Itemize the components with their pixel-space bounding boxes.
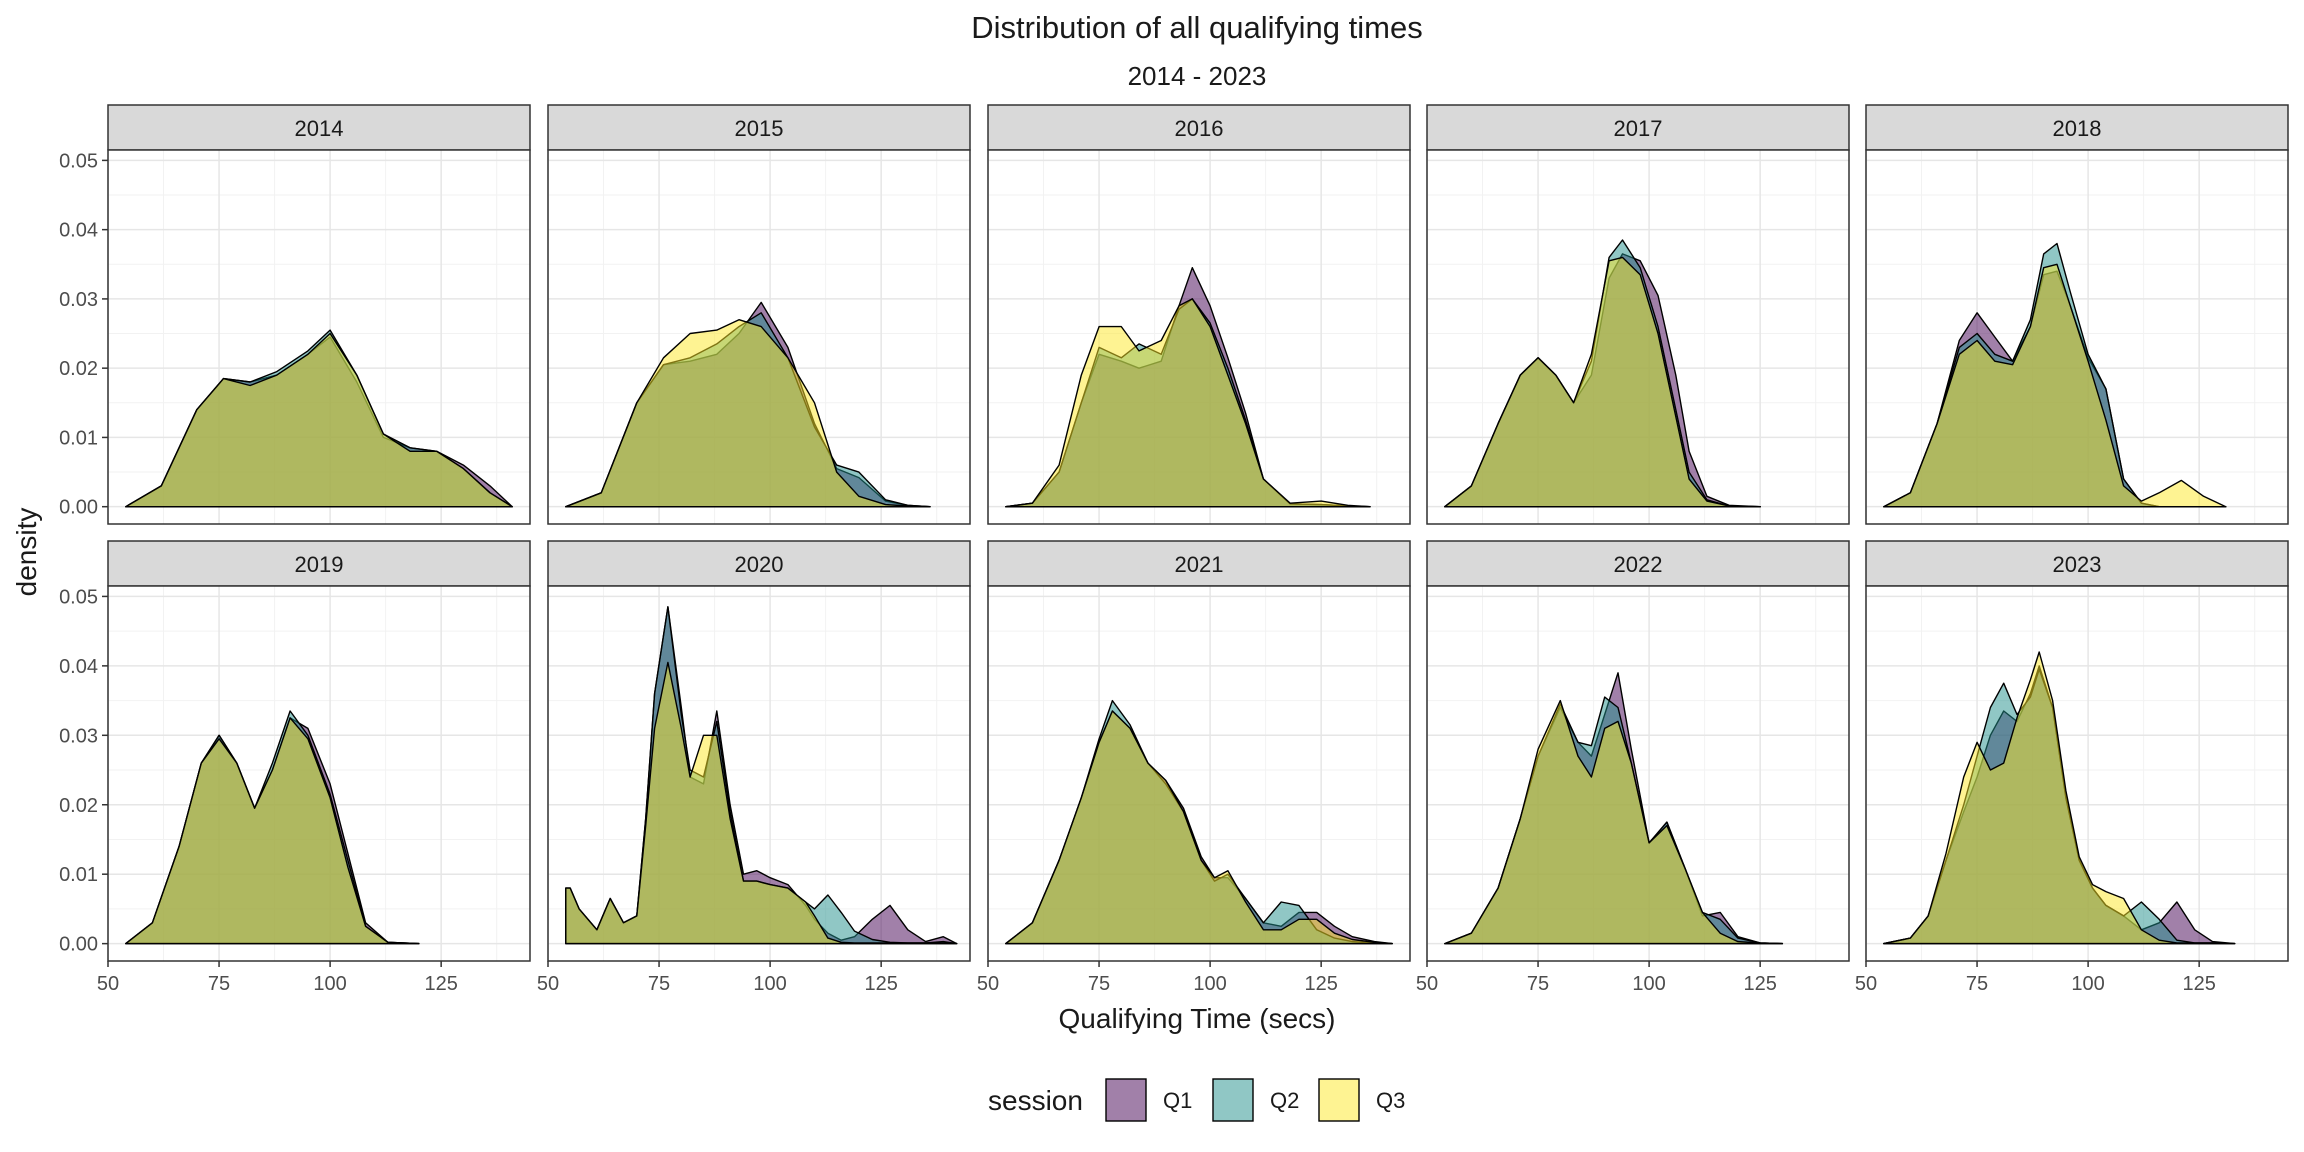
- panel-border: [107, 585, 531, 962]
- y-tick-label: 0.05: [59, 150, 98, 172]
- x-tick-label: 100: [753, 973, 786, 995]
- facet-strip-label: 2019: [295, 552, 344, 577]
- facet-panel-2020: 2020 50 75 100 125: [537, 540, 971, 995]
- y-tick-label: 0.03: [59, 289, 98, 311]
- y-tick-label: 0.02: [59, 795, 98, 817]
- facet-panel-2021: 2021 50 75 100 125: [977, 540, 1411, 995]
- y-tick-label: 0.00: [59, 934, 98, 956]
- facet-panel-2017: 2017: [1426, 104, 1850, 525]
- panel-border: [1426, 149, 1850, 525]
- x-tick-label: 125: [1304, 973, 1337, 995]
- facet-strip-label: 2020: [735, 552, 784, 577]
- x-tick-label: 75: [208, 973, 230, 995]
- x-tick-label: 75: [1088, 973, 1110, 995]
- density-area-q3: [1444, 256, 1761, 508]
- panel-border: [987, 585, 1411, 962]
- facet-strip: [987, 104, 1411, 151]
- panel-border: [1865, 149, 2289, 525]
- facet-strip-label: 2023: [2053, 552, 2102, 577]
- panel-border: [1865, 585, 2289, 962]
- facet-strip: [1426, 104, 1850, 151]
- density-area-q3: [1005, 298, 1371, 508]
- facet-panel-2023: 2023 50 75 100 125: [1855, 540, 2289, 995]
- legend-label-q1: Q1: [1163, 1088, 1192, 1113]
- x-tick-label: 75: [648, 973, 670, 995]
- x-tick-label: 75: [1966, 973, 1988, 995]
- facet-strip: [1865, 540, 2289, 587]
- x-tick-label: 125: [424, 973, 457, 995]
- x-tick-label: 50: [97, 973, 119, 995]
- panel-border: [987, 149, 1411, 525]
- facet-strip: [547, 540, 971, 587]
- density-area-q3: [565, 319, 931, 508]
- x-axis-label: Qualifying Time (secs): [1059, 1003, 1336, 1034]
- facet-strip: [107, 540, 531, 587]
- facet-panel-2014: 2014 0.00 0.01 0.02 0.03 0.04 0.05: [59, 104, 531, 525]
- y-tick-label: 0.05: [59, 586, 98, 608]
- density-area-q3: [565, 661, 958, 945]
- legend-key-q3: [1318, 1078, 1360, 1122]
- x-tick-label: 100: [2071, 973, 2104, 995]
- panel-border: [107, 149, 531, 525]
- y-tick-label: 0.04: [59, 656, 98, 678]
- facet-strip: [1426, 540, 1850, 587]
- y-tick-label: 0.00: [59, 497, 98, 519]
- legend-title: session: [988, 1085, 1083, 1116]
- facet-strip-label: 2014: [295, 116, 344, 141]
- facet-panel-2015: 2015: [547, 104, 971, 525]
- x-tick-label: 50: [977, 973, 999, 995]
- facet-strip-label: 2015: [735, 116, 784, 141]
- x-tick-label: 50: [537, 973, 559, 995]
- y-tick-label: 0.01: [59, 864, 98, 886]
- chart-subtitle: 2014 - 2023: [1128, 61, 1267, 91]
- facet-strip: [987, 540, 1411, 587]
- facet-panel-2019: 2019 0.00 0.01 0.02 0.03 0.04 0.05 50 75 100 125: [59, 540, 531, 995]
- panel-border: [547, 585, 971, 962]
- legend: session Q1 Q2 Q3: [988, 1078, 1405, 1122]
- facet-panel-2018: 2018: [1865, 104, 2289, 525]
- density-area-q3: [1883, 651, 2236, 945]
- x-tick-label: 100: [1193, 973, 1226, 995]
- chart-title: Distribution of all qualifying times: [971, 10, 1422, 45]
- density-area-q3: [1005, 710, 1393, 945]
- x-tick-label: 75: [1527, 973, 1549, 995]
- facet-strip-label: 2016: [1175, 116, 1224, 141]
- legend-label-q3: Q3: [1376, 1088, 1405, 1113]
- facet-strip: [1865, 104, 2289, 151]
- y-tick-label: 0.04: [59, 220, 98, 242]
- x-tick-label: 125: [2182, 973, 2215, 995]
- x-tick-label: 100: [1632, 973, 1665, 995]
- density-area-q3: [1444, 699, 1784, 945]
- x-tick-label: 125: [1743, 973, 1776, 995]
- legend-label-q2: Q2: [1270, 1088, 1299, 1113]
- y-tick-label: 0.03: [59, 725, 98, 747]
- panel-border: [1426, 585, 1850, 962]
- x-tick-label: 125: [864, 973, 897, 995]
- y-tick-label: 0.01: [59, 427, 98, 449]
- density-area-q3: [125, 717, 420, 945]
- facet-strip-label: 2021: [1175, 552, 1224, 577]
- legend-key-q1: [1105, 1078, 1147, 1122]
- density-area-q3: [125, 332, 513, 508]
- x-tick-label: 50: [1416, 973, 1438, 995]
- facet-panel-2022: 2022 50 75 100 125: [1416, 540, 1850, 995]
- density-area-q3: [1883, 263, 2227, 508]
- y-axis-label: density: [11, 508, 42, 597]
- facet-panel-2016: 2016: [987, 104, 1411, 525]
- facet-strip: [107, 104, 531, 151]
- facet-strip-label: 2022: [1614, 552, 1663, 577]
- facet-strip-label: 2017: [1614, 116, 1663, 141]
- x-tick-label: 100: [313, 973, 346, 995]
- y-tick-label: 0.02: [59, 358, 98, 380]
- x-tick-label: 50: [1855, 973, 1877, 995]
- legend-key-q2: [1212, 1078, 1254, 1122]
- facet-strip-label: 2018: [2053, 116, 2102, 141]
- panel-border: [547, 149, 971, 525]
